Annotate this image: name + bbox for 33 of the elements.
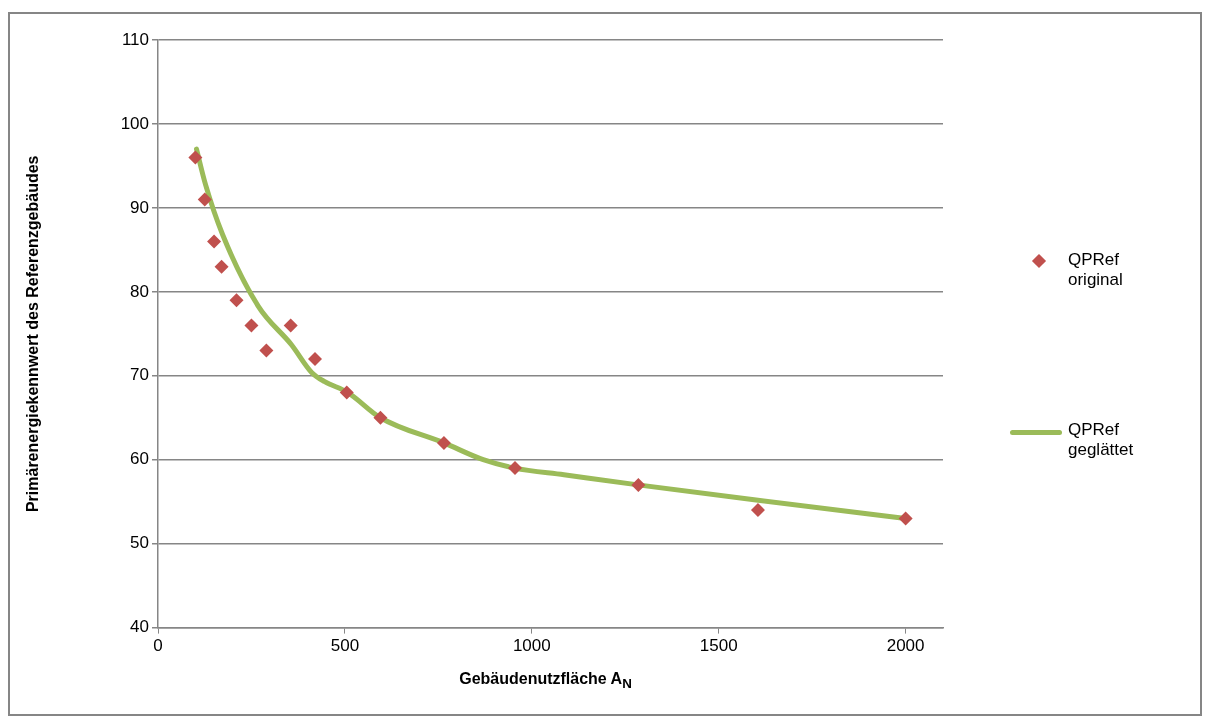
point (631, 477, 646, 492)
point (339, 385, 354, 400)
point (229, 293, 244, 308)
x-tick-label: 1000 (512, 636, 551, 656)
x-tick-label: 2000 (886, 636, 925, 656)
y-axis-title: Primärenergiekennwert des Referenzgebäudes (24, 155, 42, 513)
point (197, 192, 212, 207)
y-tick-label: 110 (121, 29, 149, 49)
y-tick-label: 80 (130, 281, 149, 301)
x-tick-label: 500 (330, 636, 360, 656)
point (436, 435, 451, 450)
point (207, 234, 222, 249)
point (214, 259, 229, 274)
point (283, 318, 298, 333)
point (259, 343, 274, 358)
point (898, 511, 913, 526)
y-tick-label: 90 (130, 197, 149, 217)
legend-label: QPRef original (1068, 250, 1124, 290)
point (188, 150, 203, 165)
y-tick-label: 60 (130, 449, 149, 469)
x-tick-label: 0 (153, 636, 163, 656)
x-tick-label: 1500 (699, 636, 738, 656)
x-axis-title: Gebäudenutzfläche A$_{N}$ (458, 670, 633, 692)
y-tick-label: 100 (120, 113, 149, 133)
legend-label: QPRef geglättet (1068, 420, 1135, 460)
point (507, 461, 522, 476)
point (308, 351, 322, 366)
point (373, 410, 388, 425)
point (750, 503, 765, 518)
y-tick-label: 70 (130, 365, 149, 385)
y-tick-label: 50 (130, 533, 149, 553)
point (244, 318, 259, 333)
y-tick-label: 40 (130, 617, 149, 637)
